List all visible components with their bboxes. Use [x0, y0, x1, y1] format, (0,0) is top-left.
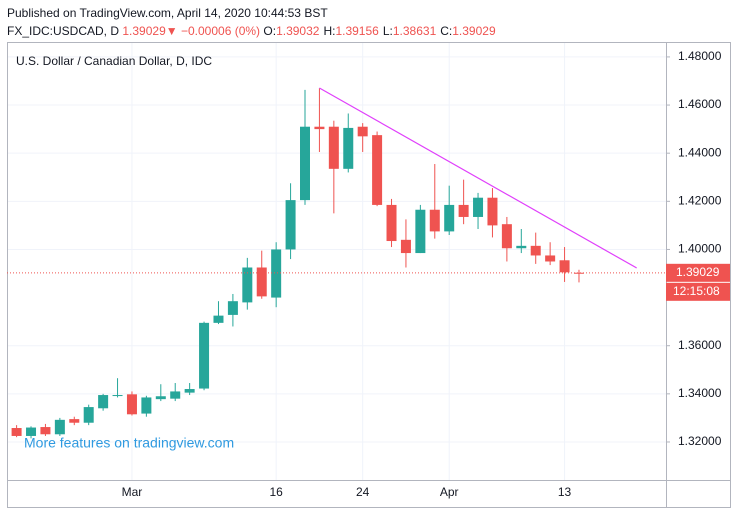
ohlc-value: 1.39156 — [335, 24, 379, 38]
candle-body — [300, 126, 310, 201]
candle-body — [458, 204, 469, 217]
candle-body — [256, 267, 267, 297]
candle-body — [141, 397, 152, 414]
y-tick-label: 1.40000 — [678, 242, 722, 256]
candle-body — [415, 209, 426, 254]
price-label-box — [666, 263, 730, 282]
candle-body — [314, 126, 325, 130]
candle-body — [400, 239, 411, 254]
last-price: 1.39029 — [122, 24, 166, 38]
candle-body — [487, 197, 498, 226]
candle-body — [271, 249, 282, 298]
candle-body — [573, 272, 584, 274]
candle-body — [501, 224, 512, 249]
header: Published on TradingView.com, April 14, … — [7, 4, 500, 40]
candle-body — [285, 200, 296, 250]
candle-body — [473, 197, 484, 217]
y-tick-label: 1.36000 — [678, 338, 722, 352]
x-tick-label: Mar — [122, 485, 143, 499]
candle-body — [516, 245, 527, 249]
x-tick-label: 16 — [269, 485, 283, 499]
symbol: FX_IDC:USDCAD, D — [7, 24, 120, 38]
y-tick-label: 1.46000 — [678, 97, 722, 111]
ohlc-label: O: — [263, 24, 277, 38]
candle-body — [559, 260, 570, 273]
countdown-box — [666, 282, 730, 301]
candle-body — [372, 135, 383, 205]
candle-body — [83, 407, 94, 423]
candle-body — [69, 419, 80, 423]
change: −0.00006 (0%) — [180, 24, 261, 38]
candle-body — [530, 245, 541, 256]
ohlc-label: C: — [440, 24, 453, 38]
candle-body — [126, 394, 137, 415]
candle-body — [227, 301, 238, 315]
candle-body — [40, 427, 51, 435]
candle-body — [98, 395, 109, 409]
candle-body — [545, 255, 556, 262]
publish-line: Published on TradingView.com, April 14, … — [7, 6, 328, 20]
trendline — [319, 87, 637, 269]
y-tick-label: 1.44000 — [678, 145, 722, 159]
ohlc-label: L: — [382, 24, 393, 38]
candle-body — [343, 127, 354, 169]
candle-body — [184, 389, 195, 393]
candle-body — [11, 428, 22, 436]
candle-body — [242, 267, 253, 303]
candle-body — [386, 204, 397, 242]
candle-body — [328, 126, 339, 169]
candle-body — [54, 419, 65, 435]
candle-body — [444, 204, 455, 232]
arrow: ▼ — [165, 24, 178, 38]
y-tick-label: 1.42000 — [678, 193, 722, 207]
ohlc: O:1.39032 H:1.39156 L:1.38631 C:1.39029 — [263, 24, 499, 38]
candle-body — [429, 209, 440, 232]
y-tick-label: 1.34000 — [678, 386, 722, 400]
legend-title: U.S. Dollar / Canadian Dollar, D, IDC — [16, 54, 212, 68]
frame — [7, 42, 731, 508]
candle-body — [26, 427, 37, 436]
symbol-line: FX_IDC:USDCAD, D 1.39029▼ −0.00006 (0%) … — [7, 22, 500, 40]
candle-body — [213, 315, 224, 323]
ohlc-value: 1.39029 — [452, 24, 496, 38]
candle-body — [170, 391, 181, 399]
price-label: 1.39029 — [676, 265, 720, 279]
candle-body — [155, 396, 166, 400]
candle-body — [112, 395, 123, 397]
x-tick-label: 13 — [558, 485, 572, 499]
ohlc-value: 1.39032 — [276, 24, 320, 38]
ohlc-label: H: — [323, 24, 336, 38]
x-tick-label: Apr — [440, 485, 459, 499]
candle-body — [357, 126, 368, 137]
y-tick-label: 1.32000 — [678, 434, 722, 448]
countdown: 12:15:08 — [673, 284, 720, 298]
x-tick-label: 24 — [356, 485, 370, 499]
watermark: More features on tradingview.com — [24, 435, 234, 451]
candle-body — [199, 322, 210, 389]
y-tick-label: 1.48000 — [678, 49, 722, 63]
ohlc-value: 1.38631 — [392, 24, 437, 38]
